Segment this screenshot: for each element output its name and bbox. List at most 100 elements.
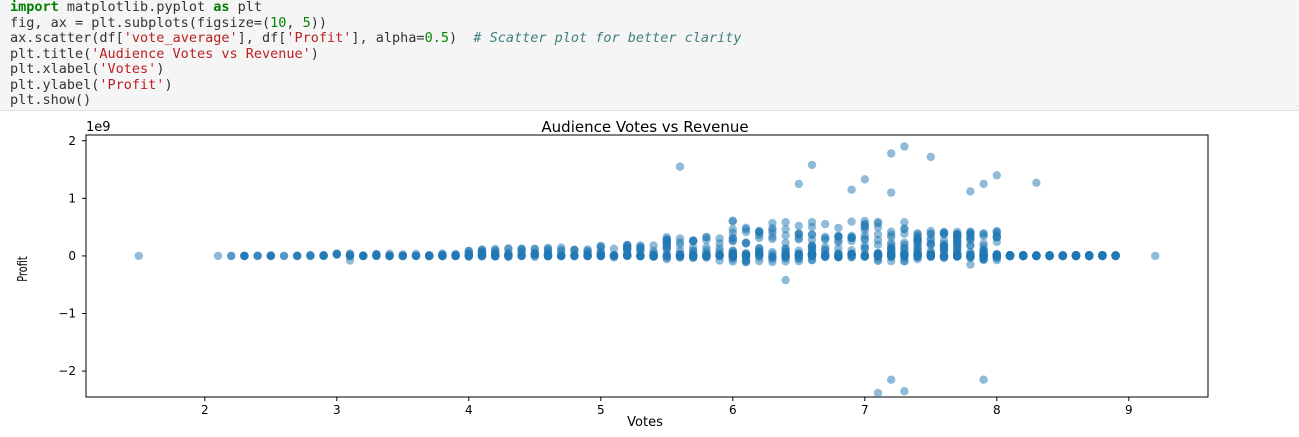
scatter-point bbox=[992, 171, 1001, 180]
scatter-point bbox=[768, 247, 777, 257]
code-line: plt.xlabel('Votes') bbox=[10, 61, 742, 78]
scatter-point bbox=[741, 238, 751, 247]
code-token: 'vote_average' bbox=[123, 30, 238, 46]
scatter-point bbox=[702, 250, 711, 260]
scatter-point bbox=[504, 251, 513, 260]
scatter-point bbox=[1098, 251, 1107, 260]
scatter-point bbox=[425, 251, 434, 260]
code-token: plt.title( bbox=[10, 45, 92, 62]
scatter-chart: 2 3 4 5 6 7 8 9 −2 −1 0 1 2 Audience Votes vs Revenu… bbox=[15, 118, 1209, 430]
code-token: ) bbox=[156, 61, 165, 77]
code-token: plt.ylabel( bbox=[10, 76, 100, 93]
scatter-point bbox=[504, 244, 513, 253]
scatter-point bbox=[992, 226, 1001, 236]
scatter-point bbox=[860, 235, 869, 244]
scatter-point bbox=[834, 223, 843, 233]
scatter-point bbox=[781, 275, 790, 285]
scatter-point bbox=[887, 375, 896, 384]
x-tick-label: 6 bbox=[729, 403, 737, 417]
y-offset-label: 1e9 bbox=[86, 120, 111, 135]
code-token: ) bbox=[310, 45, 319, 62]
scatter-point bbox=[794, 249, 803, 258]
scatter-point bbox=[834, 231, 843, 241]
scatter-point bbox=[1032, 251, 1041, 261]
scatter-point bbox=[939, 227, 949, 237]
scatter-point bbox=[741, 249, 751, 258]
scatter-point bbox=[781, 231, 790, 240]
scatter-point bbox=[543, 243, 553, 253]
scatter-point bbox=[240, 251, 249, 261]
scatter-point bbox=[596, 242, 605, 251]
scatter-point bbox=[979, 179, 988, 189]
code-token: ) bbox=[448, 30, 474, 46]
output-area: 2 3 4 5 6 7 8 9 −2 −1 0 1 2 Audience Votes vs Revenu… bbox=[0, 111, 1299, 433]
scatter-point bbox=[557, 243, 566, 252]
scatter-point bbox=[689, 243, 698, 252]
scatter-point bbox=[253, 251, 262, 260]
scatter-point bbox=[1005, 251, 1015, 261]
scatter-point bbox=[926, 234, 935, 243]
scatter-point bbox=[649, 251, 658, 260]
y-tick-label: 0 bbox=[68, 249, 76, 263]
scatter-point bbox=[887, 252, 896, 261]
scatter-point bbox=[517, 251, 526, 261]
scatter-point bbox=[675, 162, 685, 171]
scatter-point bbox=[477, 247, 487, 257]
scatter-point bbox=[702, 235, 711, 245]
scatter-point bbox=[887, 243, 896, 252]
scatter-point bbox=[755, 228, 764, 237]
scatter-point bbox=[715, 234, 724, 243]
y-tick-label: 1 bbox=[68, 191, 76, 205]
scatter-point bbox=[860, 241, 869, 250]
scatter-point bbox=[847, 185, 856, 194]
code-cell[interactable]: import matplotlib.pyplot as plt fig, ax =… bbox=[0, 0, 1299, 111]
scatter-point bbox=[807, 230, 817, 239]
scatter-point bbox=[913, 234, 922, 243]
code-block[interactable]: import matplotlib.pyplot as plt fig, ax =… bbox=[10, 0, 742, 109]
scatter-point bbox=[860, 216, 869, 226]
scatter-point bbox=[359, 251, 368, 261]
scatter-point bbox=[689, 236, 698, 245]
scatter-points bbox=[134, 142, 1160, 398]
code-line: ax.scatter(df['vote_average'], df['Profi… bbox=[10, 30, 742, 47]
code-line: fig, ax = plt.subplots(figsize=(10, 5)) bbox=[10, 14, 742, 32]
scatter-point bbox=[887, 232, 896, 241]
scatter-point bbox=[926, 251, 935, 260]
code-token: , bbox=[286, 14, 303, 31]
scatter-point bbox=[873, 230, 883, 239]
scatter-point bbox=[583, 245, 592, 254]
scatter-point bbox=[939, 236, 949, 245]
scatter-point bbox=[821, 250, 830, 259]
chart-title: Audience Votes vs Revenue bbox=[541, 118, 748, 136]
scatter-point bbox=[807, 256, 817, 265]
scatter-point bbox=[873, 388, 883, 398]
x-tick-label: 7 bbox=[861, 403, 869, 417]
scatter-point bbox=[834, 244, 843, 253]
scatter-point bbox=[966, 241, 975, 250]
scatter-point bbox=[913, 251, 922, 260]
x-tick-label: 9 bbox=[1125, 403, 1133, 417]
scatter-point bbox=[1058, 251, 1068, 260]
scatter-point bbox=[860, 175, 869, 184]
scatter-point bbox=[411, 249, 421, 258]
axes: 2 3 4 5 6 7 8 9 −2 −1 0 1 2 bbox=[58, 134, 1132, 417]
code-token: 'Profit' bbox=[99, 76, 165, 93]
scatter-point bbox=[398, 252, 407, 261]
scatter-point bbox=[953, 241, 962, 250]
scatter-point bbox=[953, 227, 962, 236]
code-token: ax.scatter(df[ bbox=[10, 30, 124, 46]
x-tick-label: 3 bbox=[333, 403, 341, 417]
scatter-point bbox=[279, 251, 289, 261]
scatter-point bbox=[557, 251, 566, 260]
scatter-point bbox=[227, 251, 236, 261]
code-token: 0.5 bbox=[424, 30, 449, 46]
scatter-point bbox=[781, 225, 790, 234]
code-token: matplotlib.pyplot bbox=[58, 0, 214, 15]
scatter-point bbox=[728, 216, 737, 225]
scatter-point bbox=[873, 217, 883, 227]
scatter-point bbox=[583, 251, 592, 261]
scatter-point bbox=[741, 257, 751, 267]
code-token: 'Votes' bbox=[99, 61, 157, 77]
y-tick-label: −2 bbox=[58, 364, 76, 378]
scatter-point bbox=[966, 252, 975, 261]
